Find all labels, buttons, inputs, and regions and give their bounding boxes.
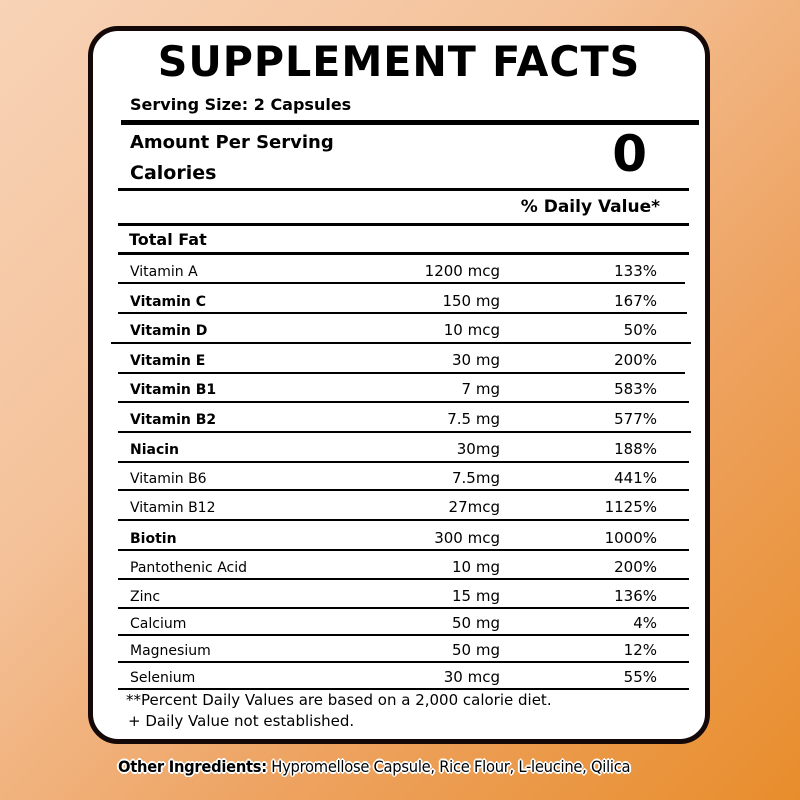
nutrient-name: Vitamin B1 bbox=[130, 382, 217, 398]
nutrient-row: Pantothenic Acid 10 mg 200% bbox=[93, 558, 705, 580]
row-divider bbox=[118, 578, 689, 580]
nutrient-row: Vitamin B12 27mcg 1125% bbox=[93, 498, 705, 520]
nutrient-daily-value: 577% bbox=[614, 410, 657, 428]
nutrient-name: Vitamin B6 bbox=[130, 471, 207, 487]
nutrient-row: Zinc 15 mg 136% bbox=[93, 587, 705, 609]
row-divider bbox=[118, 401, 689, 403]
daily-value-header: % Daily Value* bbox=[520, 197, 660, 217]
nutrient-amount: 30 mg bbox=[452, 351, 500, 369]
nutrient-name: Vitamin B12 bbox=[130, 500, 216, 516]
nutrient-name: Zinc bbox=[130, 589, 161, 605]
row-divider bbox=[118, 688, 689, 690]
row-divider bbox=[118, 282, 685, 284]
nutrient-row: Vitamin B6 7.5mg 441% bbox=[93, 469, 705, 491]
nutrient-row: Vitamin B2 7.5 mg 577% bbox=[93, 410, 705, 432]
nutrient-row: Vitamin E 30 mg 200% bbox=[93, 351, 705, 373]
nutrient-daily-value: 1000% bbox=[604, 529, 657, 547]
row-divider bbox=[118, 519, 689, 521]
nutrient-row: Selenium 30 mcg 55% bbox=[93, 668, 705, 690]
nutrient-daily-value: 441% bbox=[614, 469, 657, 487]
nutrient-daily-value: 200% bbox=[614, 351, 657, 369]
row-divider bbox=[118, 661, 689, 663]
nutrient-amount: 1200 mcg bbox=[424, 262, 500, 280]
nutrient-row: Vitamin C 150 mg 167% bbox=[93, 292, 705, 314]
nutrient-daily-value: 4% bbox=[633, 614, 657, 632]
nutrient-name: Vitamin B2 bbox=[130, 412, 217, 428]
nutrient-daily-value: 167% bbox=[614, 292, 657, 310]
footnote-daily-values: **Percent Daily Values are based on a 2,… bbox=[126, 691, 552, 709]
nutrient-amount: 30mg bbox=[456, 440, 500, 458]
footnote-not-established: + Daily Value not established. bbox=[128, 712, 355, 730]
row-divider bbox=[118, 312, 687, 314]
nutrient-daily-value: 12% bbox=[623, 641, 657, 659]
row-divider bbox=[118, 431, 691, 433]
nutrient-name: Selenium bbox=[130, 670, 196, 686]
other-ingredients-value: Hypromellose Capsule, Rice Flour, L-leuc… bbox=[266, 757, 631, 776]
calories-value: 0 bbox=[612, 125, 647, 183]
row-divider bbox=[118, 372, 685, 374]
nutrient-name: Pantothenic Acid bbox=[130, 560, 248, 576]
nutrient-row: Magnesium 50 mg 12% bbox=[93, 641, 705, 663]
total-fat-label: Total Fat bbox=[129, 230, 207, 249]
nutrient-row: Vitamin D 10 mcg 50% bbox=[93, 321, 705, 343]
nutrient-name: Niacin bbox=[130, 442, 180, 458]
nutrient-name: Vitamin D bbox=[130, 323, 208, 339]
nutrient-daily-value: 55% bbox=[623, 668, 657, 686]
amount-per-serving: Amount Per Serving bbox=[130, 132, 334, 153]
nutrient-amount: 10 mg bbox=[452, 558, 500, 576]
panel-title: SUPPLEMENT FACTS bbox=[157, 37, 641, 86]
nutrient-daily-value: 133% bbox=[614, 262, 657, 280]
row-divider bbox=[111, 342, 691, 344]
nutrient-row: Calcium 50 mg 4% bbox=[93, 614, 705, 636]
nutrient-row: Niacin 30mg 188% bbox=[93, 440, 705, 462]
nutrient-daily-value: 50% bbox=[623, 321, 657, 339]
nutrient-amount: 7.5mg bbox=[452, 469, 500, 487]
divider-serving bbox=[121, 120, 699, 125]
nutrient-name: Biotin bbox=[130, 531, 177, 547]
row-divider bbox=[118, 489, 689, 491]
nutrient-amount: 15 mg bbox=[452, 587, 500, 605]
nutrient-daily-value: 583% bbox=[614, 380, 657, 398]
row-divider bbox=[118, 461, 689, 463]
nutrient-amount: 50 mg bbox=[452, 614, 500, 632]
nutrient-amount: 50 mg bbox=[452, 641, 500, 659]
nutrient-name: Vitamin E bbox=[130, 353, 206, 369]
nutrient-daily-value: 188% bbox=[614, 440, 657, 458]
calories-label: Calories bbox=[130, 162, 217, 184]
divider-calories bbox=[118, 188, 689, 191]
nutrient-name: Vitamin A bbox=[130, 264, 198, 280]
nutrient-amount: 7 mg bbox=[461, 380, 500, 398]
nutrient-name: Magnesium bbox=[130, 643, 211, 659]
nutrient-row: Biotin 300 mcg 1000% bbox=[93, 529, 705, 551]
other-ingredients-label: Other Ingredients: bbox=[118, 757, 267, 776]
nutrient-daily-value: 200% bbox=[614, 558, 657, 576]
row-divider bbox=[118, 607, 689, 609]
nutrient-amount: 150 mg bbox=[442, 292, 500, 310]
row-divider bbox=[118, 634, 689, 636]
nutrient-name: Vitamin C bbox=[130, 294, 207, 310]
other-ingredients: Other Ingredients: Hypromellose Capsule,… bbox=[118, 757, 631, 776]
supplement-facts-panel: SUPPLEMENT FACTS Serving Size: 2 Capsule… bbox=[88, 26, 710, 744]
nutrient-amount: 27mcg bbox=[448, 498, 500, 516]
nutrient-row: Vitamin B1 7 mg 583% bbox=[93, 380, 705, 402]
nutrient-name: Calcium bbox=[130, 616, 187, 632]
nutrient-amount: 30 mcg bbox=[443, 668, 500, 686]
nutrient-amount: 10 mcg bbox=[443, 321, 500, 339]
nutrient-daily-value: 1125% bbox=[604, 498, 657, 516]
nutrient-amount: 300 mcg bbox=[434, 529, 500, 547]
nutrient-daily-value: 136% bbox=[614, 587, 657, 605]
row-divider bbox=[118, 549, 689, 551]
nutrient-row: Vitamin A 1200 mcg 133% bbox=[93, 262, 705, 284]
divider-total-fat bbox=[118, 252, 689, 255]
divider-dv-header bbox=[118, 223, 689, 226]
serving-size: Serving Size: 2 Capsules bbox=[130, 95, 352, 114]
nutrient-amount: 7.5 mg bbox=[447, 410, 500, 428]
